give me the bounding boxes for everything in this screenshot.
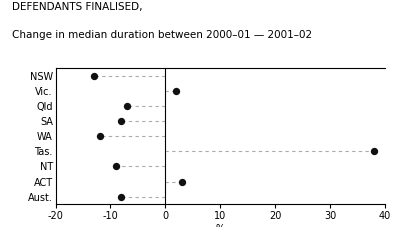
Point <box>91 74 97 77</box>
Text: Change in median duration between 2000–01 — 2001–02: Change in median duration between 2000–0… <box>12 30 312 39</box>
X-axis label: %: % <box>216 224 225 227</box>
Point <box>371 150 377 153</box>
Point <box>113 165 119 168</box>
Point <box>96 134 103 138</box>
Point <box>179 180 185 183</box>
Text: DEFENDANTS FINALISED,: DEFENDANTS FINALISED, <box>12 2 143 12</box>
Point <box>173 89 179 93</box>
Point <box>124 104 130 108</box>
Point <box>118 195 125 199</box>
Point <box>118 119 125 123</box>
